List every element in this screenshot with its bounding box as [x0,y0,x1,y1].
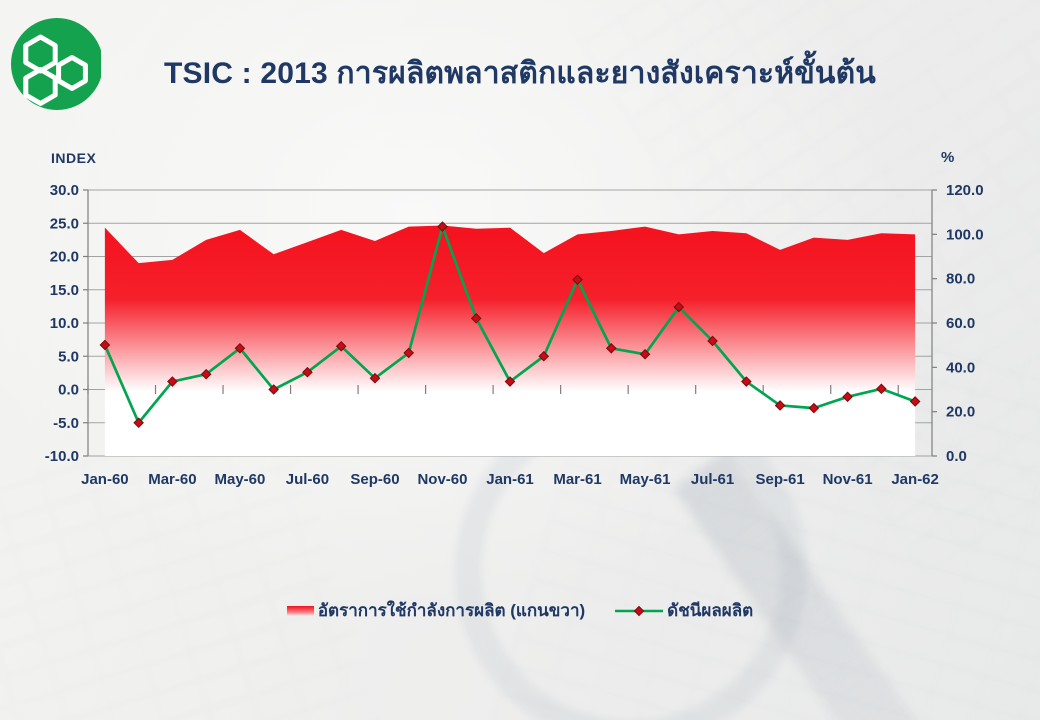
y-axis-tick-label-left: -10.0 [45,448,79,465]
page-title: TSIC : 2013 การผลิตพลาสติกและยางสังเคราะ… [163,57,877,90]
data-point-marker [335,340,347,352]
data-point-marker [572,274,583,286]
y-axis-tick-label-left: 15.0 [50,282,79,299]
data-point-marker [99,339,111,351]
y-axis-tick-label-left: -5.0 [53,415,79,432]
green-line-diamond-swatch-icon [615,605,664,616]
data-point-marker [673,301,685,313]
data-point-marker [876,383,887,395]
hexagon-cluster-icon [11,18,103,110]
y-axis-tick-label-left: 30.0 [50,182,79,199]
data-point-marker [538,350,550,362]
data-point-marker [470,313,482,324]
x-axis-tick-label: Jan-62 [891,471,939,488]
y-axis-tick-label-right: 80.0 [946,271,975,288]
chart-canvas: 30.0 25.0 20.0 15.0 10.0 5.0 0.0 -5.0 -10.0 120.0… [45,182,984,488]
x-axis-tick-label: Nov-61 [823,471,873,488]
legend-item-capacity-utilization: อัตราการใช้กำลังการผลิต (แกนขวา) [286,597,586,624]
data-point-marker [842,391,853,403]
y-axis-tick-label-left: 20.0 [50,249,79,266]
x-axis-tick-label: May-60 [214,471,265,488]
chart-legend: อัตราการใช้กำลังการผลิต (แกนขวา) ดัชนีผล… [0,597,1040,624]
data-point-marker [639,348,651,360]
x-axis-tick-label: Sep-60 [350,471,399,488]
y-axis-tick-label-left: 5.0 [58,348,79,365]
x-axis-tick-label: Jul-61 [691,471,734,488]
y-axis-tick-label-right: 40.0 [946,359,975,376]
y-axis-tick-label-right: 100.0 [946,226,984,243]
right-axis-title: % [941,149,955,166]
x-axis-tick-label: Sep-61 [755,471,804,488]
x-axis-tick-label: Jan-60 [81,471,129,488]
data-point-marker [167,376,178,387]
data-point-marker [437,221,448,232]
x-axis-tick-label: Mar-60 [148,471,196,488]
y-axis-tick-label-right: 20.0 [946,404,975,421]
x-axis-tick-label: Jul-60 [286,471,329,488]
legend-label: อัตราการใช้กำลังการผลิต (แกนขวา) [317,601,586,620]
data-point-marker [369,372,381,384]
data-point-marker [808,402,820,414]
data-point-marker [268,384,279,395]
data-point-marker [403,347,415,359]
y-axis-tick-label-left: 0.0 [58,382,79,399]
y-axis-tick-label-left: 10.0 [50,315,79,332]
data-point-marker [504,376,516,387]
y-axis-tick-label-left: 25.0 [50,215,79,232]
x-axis-tick-label: Mar-61 [553,471,601,488]
data-point-marker [200,368,212,380]
data-point-marker [605,342,617,354]
hexagon-logo [7,17,103,113]
legend-label: ดัชนีผลผลิต [667,601,754,620]
data-point-marker [774,400,786,411]
red-area-swatch-icon [286,605,314,616]
data-point-marker [741,376,752,387]
y-axis-tick-label-right: 0.0 [946,448,967,465]
data-point-marker [707,335,718,347]
data-point-marker [909,396,921,407]
legend-item-production-index: ดัชนีผลผลิต [615,597,753,624]
area-series-capacity-utilization [104,225,916,456]
y-axis-tick-label-right: 120.0 [946,182,984,199]
left-axis-title: INDEX [51,150,97,166]
x-axis-tick-label: May-61 [620,471,671,488]
data-point-marker [234,342,246,354]
x-axis-tick-label: Nov-60 [417,471,467,488]
x-axis-tick-label: Jan-61 [486,471,534,488]
y-axis-tick-label-right: 60.0 [946,315,975,332]
data-point-marker [133,417,144,429]
data-point-marker [302,366,313,378]
